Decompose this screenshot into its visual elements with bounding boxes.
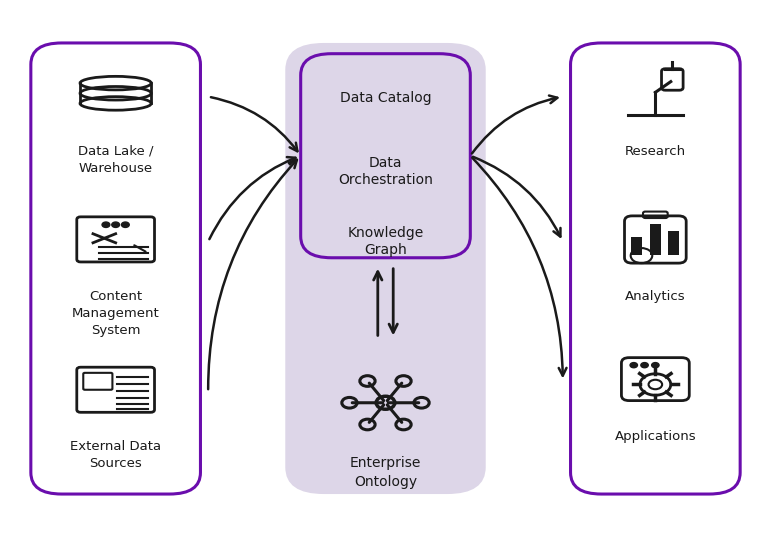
- Text: Analytics: Analytics: [625, 290, 685, 303]
- Circle shape: [112, 222, 120, 228]
- Text: Knowledge
Graph: Knowledge Graph: [348, 226, 423, 257]
- Circle shape: [641, 362, 648, 368]
- Text: External Data
Sources: External Data Sources: [70, 440, 161, 470]
- Text: Data Lake /
Warehouse: Data Lake / Warehouse: [78, 145, 153, 175]
- Text: Enterprise
Ontology: Enterprise Ontology: [350, 456, 421, 489]
- Circle shape: [102, 222, 109, 228]
- Circle shape: [651, 362, 659, 368]
- Circle shape: [630, 362, 638, 368]
- FancyBboxPatch shape: [650, 224, 661, 255]
- Text: Content
Management
System: Content Management System: [72, 290, 160, 337]
- FancyBboxPatch shape: [301, 54, 470, 258]
- Text: Research: Research: [625, 145, 686, 158]
- FancyBboxPatch shape: [285, 43, 486, 494]
- FancyBboxPatch shape: [668, 231, 679, 255]
- FancyBboxPatch shape: [31, 43, 200, 494]
- Text: Data
Orchestration: Data Orchestration: [338, 156, 433, 187]
- Circle shape: [122, 222, 130, 228]
- Text: Applications: Applications: [614, 430, 696, 442]
- FancyBboxPatch shape: [631, 237, 642, 255]
- Text: Data Catalog: Data Catalog: [340, 91, 431, 105]
- FancyBboxPatch shape: [571, 43, 740, 494]
